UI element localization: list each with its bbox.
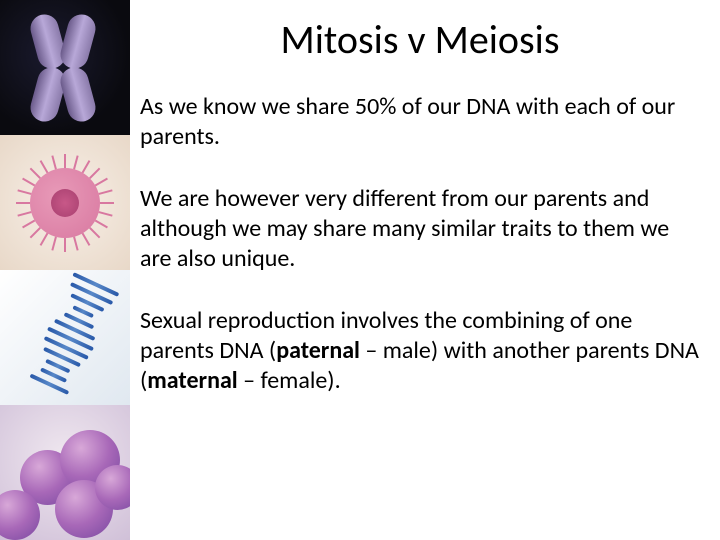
image-cell-spiky	[0, 135, 130, 270]
p3-text-3: – female).	[238, 366, 341, 395]
dna-icon	[22, 272, 119, 403]
paragraph-1: As we know we share 50% of our DNA with …	[140, 92, 700, 152]
slide-content: Mitosis v Meiosis As we know we share 50…	[140, 0, 700, 540]
chromosome-icon	[26, 14, 104, 122]
image-dna-helix	[0, 270, 130, 405]
paragraph-3: Sexual reproduction involves the combini…	[140, 306, 700, 396]
image-cells-cluster	[0, 405, 130, 540]
sidebar-images	[0, 0, 130, 540]
p3-bold-maternal: maternal	[147, 366, 237, 395]
p3-bold-paternal: paternal	[276, 336, 360, 365]
slide-title: Mitosis v Meiosis	[140, 15, 700, 64]
image-chromosome	[0, 0, 130, 135]
paragraph-2: We are however very different from our p…	[140, 184, 700, 274]
